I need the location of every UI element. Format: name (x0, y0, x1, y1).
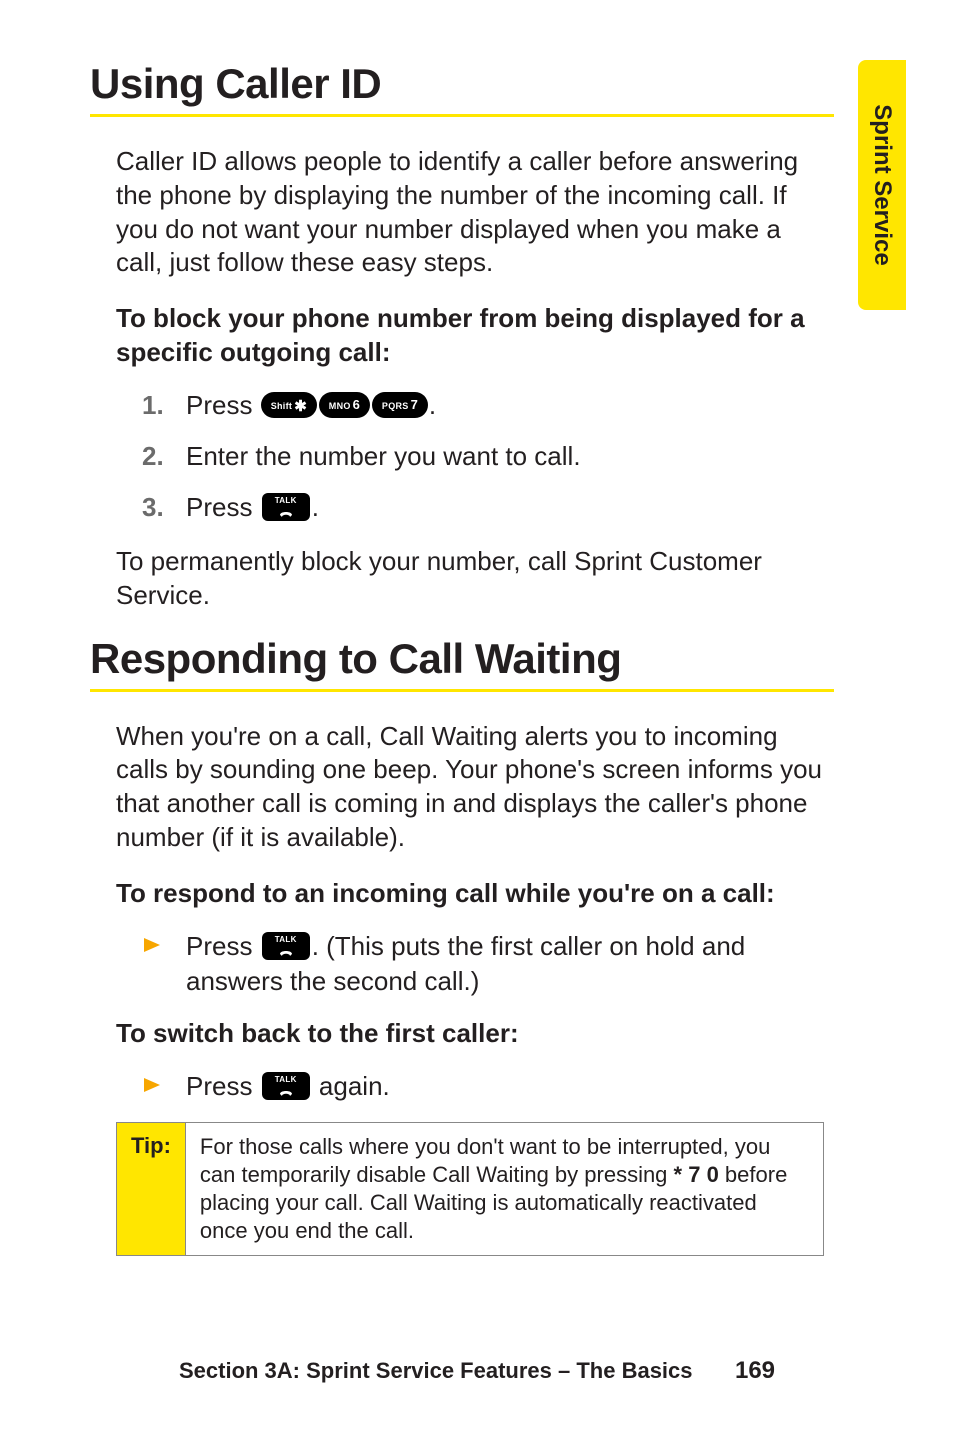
heading-caller-id: Using Caller ID (90, 60, 834, 108)
lead-switch: To switch back to the first caller: (116, 1017, 834, 1051)
bullet-switch-pre: Press (186, 1071, 260, 1101)
steps-block-number: 1. Press Shift✱MNO6PQRS7. 2. Enter the n… (142, 388, 834, 525)
tip-box: Tip: For those calls where you don't wan… (116, 1122, 824, 1257)
key-shift-star: Shift✱ (261, 392, 317, 418)
page-content: Using Caller ID Caller ID allows people … (90, 60, 834, 1256)
page-footer: Section 3A: Sprint Service Features – Th… (0, 1357, 954, 1385)
footer-section: Section 3A: Sprint Service Features – Th… (179, 1358, 693, 1383)
intro-caller-id: Caller ID allows people to identify a ca… (116, 145, 834, 280)
tip-bold: * 7 0 (674, 1162, 719, 1187)
bullet-switch: Press again. (142, 1069, 834, 1104)
footer-page-number: 169 (735, 1357, 775, 1384)
heading-call-waiting: Responding to Call Waiting (90, 635, 834, 683)
step-2-text: Enter the number you want to call. (186, 441, 581, 471)
step-3-num: 3. (142, 490, 164, 525)
step-3-post: . (312, 492, 319, 522)
step-2: 2. Enter the number you want to call. (142, 439, 834, 474)
arrow-icon (142, 1076, 164, 1094)
heading-rule (90, 114, 834, 117)
heading-rule-2 (90, 689, 834, 692)
after-steps: To permanently block your number, call S… (116, 545, 834, 613)
key-mno-6: MNO6 (319, 392, 370, 418)
side-tab-label: Sprint Service (868, 104, 896, 265)
bullet-respond: Press . (This puts the first caller on h… (142, 929, 834, 999)
step-1-post: . (429, 390, 436, 420)
lead-block-number: To block your phone number from being di… (116, 302, 834, 370)
bullet-respond-pre: Press (186, 931, 260, 961)
step-3: 3. Press . (142, 490, 834, 525)
step-1: 1. Press Shift✱MNO6PQRS7. (142, 388, 834, 423)
tip-label: Tip: (117, 1123, 186, 1256)
bullet-list-respond: Press . (This puts the first caller on h… (142, 929, 834, 999)
bullet-list-switch: Press again. (142, 1069, 834, 1104)
step-3-pre: Press (186, 492, 260, 522)
key-pqrs-7: PQRS7 (372, 392, 428, 418)
tip-body: For those calls where you don't want to … (186, 1123, 823, 1256)
key-talk (262, 1072, 310, 1100)
key-talk (262, 932, 310, 960)
key-talk (262, 493, 310, 521)
step-1-num: 1. (142, 388, 164, 423)
bullet-switch-post: again. (312, 1071, 390, 1101)
arrow-icon (142, 936, 164, 954)
lead-respond: To respond to an incoming call while you… (116, 877, 834, 911)
step-1-pre: Press (186, 390, 260, 420)
side-tab: Sprint Service (858, 60, 906, 310)
step-2-num: 2. (142, 439, 164, 474)
intro-call-waiting: When you're on a call, Call Waiting aler… (116, 720, 834, 855)
